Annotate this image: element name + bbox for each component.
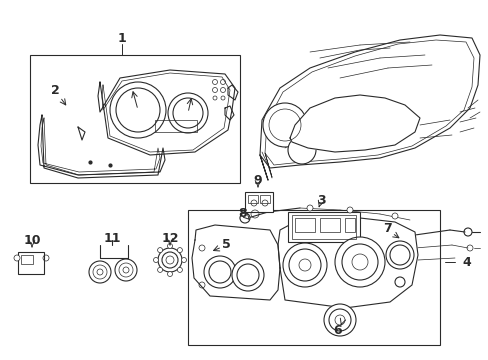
Polygon shape [192, 225, 280, 300]
Circle shape [153, 257, 158, 262]
Bar [260, 195, 269, 203]
Circle shape [334, 237, 384, 287]
Polygon shape [38, 115, 164, 178]
Bar [247, 195, 258, 203]
Circle shape [394, 277, 404, 287]
Polygon shape [260, 35, 479, 180]
Text: 12: 12 [161, 231, 179, 244]
Circle shape [306, 205, 312, 211]
Circle shape [157, 248, 163, 253]
Bar [244, 192, 272, 212]
Bar [187, 210, 439, 345]
Circle shape [89, 261, 111, 283]
Polygon shape [289, 95, 419, 152]
Bar [18, 252, 44, 274]
Bar [155, 120, 197, 132]
Text: 6: 6 [333, 324, 342, 337]
Circle shape [231, 259, 264, 291]
Circle shape [385, 241, 413, 269]
Circle shape [14, 255, 20, 261]
Circle shape [157, 267, 163, 273]
Circle shape [181, 257, 186, 262]
Circle shape [203, 256, 236, 288]
Bar [294, 218, 314, 232]
Text: 3: 3 [317, 194, 325, 207]
Circle shape [346, 207, 352, 213]
Text: 11: 11 [103, 231, 121, 244]
Text: 9: 9 [253, 174, 262, 186]
Bar [319, 218, 339, 232]
Text: 8: 8 [238, 207, 247, 220]
Circle shape [167, 271, 172, 276]
Circle shape [177, 248, 182, 253]
Bar [345, 218, 354, 232]
Text: 5: 5 [221, 238, 230, 251]
Bar [291, 215, 355, 239]
Polygon shape [278, 218, 417, 308]
Circle shape [115, 259, 137, 281]
Circle shape [168, 93, 207, 133]
Circle shape [324, 304, 355, 336]
Text: 10: 10 [23, 234, 41, 247]
Circle shape [283, 243, 326, 287]
Circle shape [158, 248, 182, 272]
Bar [21, 255, 33, 264]
Circle shape [110, 82, 165, 138]
Bar [287, 212, 359, 242]
Bar [30, 55, 240, 183]
Circle shape [177, 267, 182, 273]
Circle shape [391, 213, 397, 219]
Text: 7: 7 [383, 221, 391, 234]
Circle shape [167, 243, 172, 248]
Polygon shape [98, 70, 235, 155]
Text: 2: 2 [51, 84, 59, 96]
Text: 1: 1 [118, 32, 126, 45]
Circle shape [263, 103, 306, 147]
Circle shape [240, 213, 249, 223]
Circle shape [287, 136, 315, 164]
Text: 4: 4 [462, 256, 470, 269]
